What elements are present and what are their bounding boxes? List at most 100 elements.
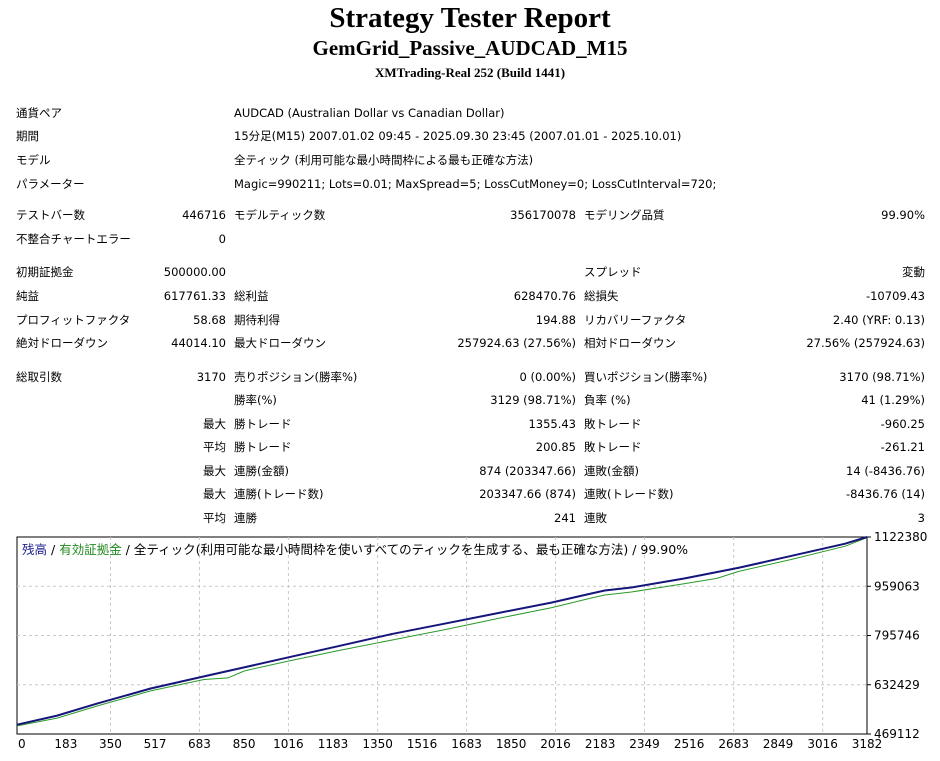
y-tick-label: 469112 (874, 727, 920, 741)
avg-cons-losses-label: 連敗 (584, 511, 607, 525)
x-tick-label: 2183 (585, 737, 616, 751)
deposit-value: 500000.00 (163, 265, 226, 279)
x-tick-label: 1850 (496, 737, 527, 751)
net-value: 617761.33 (163, 289, 226, 303)
cons-wins-count-value: 203347.66 (874) (479, 487, 576, 501)
report-build: XMTrading-Real 252 (Build 1441) (374, 65, 566, 80)
legend-balance: 残高 (22, 542, 48, 557)
x-tick-label: 3016 (807, 737, 838, 751)
deposit-label: 初期証拠金 (16, 265, 74, 279)
cons-losses-count-label: 連敗(トレード数) (584, 487, 674, 501)
quality-value: 99.90% (881, 208, 925, 222)
avg-win-value: 200.85 (535, 440, 576, 454)
x-tick-label: 2516 (674, 737, 705, 751)
abs-dd-label: 絶対ドローダウン (16, 336, 108, 350)
x-tick-label: 850 (233, 737, 256, 751)
x-tick-label: 3182 (852, 737, 883, 751)
short-value: 0 (0.00%) (519, 370, 576, 384)
cons-wins-count-label: 連勝(トレード数) (234, 487, 324, 501)
symbol-value: AUDCAD (Australian Dollar vs Canadian Do… (234, 106, 505, 120)
x-tick-label: 0 (18, 737, 26, 751)
model-label: モデル (16, 153, 51, 167)
short-label: 売りポジション(勝率%) (234, 370, 358, 384)
avg-cons-wins-label: 連勝 (234, 511, 257, 525)
legend-description: / 全ティック(利用可能な最小時間枠を使いすべてのティックを生成する、最も正確な… (121, 542, 689, 557)
chart-legend: 残高 / 有効証拠金 / 全ティック(利用可能な最小時間枠を使いすべてのティック… (22, 539, 688, 558)
symbol-label: 通貨ペア (16, 106, 62, 120)
y-tick-label: 1122380 (874, 532, 927, 544)
payoff-value: 194.88 (535, 313, 576, 327)
loss-value: 41 (1.29%) (861, 393, 925, 407)
average-label: 平均 (203, 440, 226, 454)
ticks-label: モデルティック数 (234, 208, 326, 222)
cons-wins-money-value: 874 (203347.66) (479, 464, 576, 478)
balance-line (16, 536, 868, 726)
largest-loss-label: 敗トレード (584, 417, 642, 431)
largest-label: 最大 (203, 417, 226, 431)
x-tick-label: 683 (188, 737, 211, 751)
gross-profit-label: 総利益 (234, 289, 269, 303)
report-title: Strategy Tester Report (329, 2, 611, 34)
recovery-label: リカバリーファクタ (584, 313, 687, 327)
largest-loss-value: -960.25 (880, 417, 925, 431)
avg-loss-label: 敗トレード (584, 440, 642, 454)
largest-win-label: 勝トレード (234, 417, 292, 431)
y-tick-label: 632429 (874, 678, 920, 692)
avg-win-label: 勝トレード (234, 440, 292, 454)
payoff-label: 期待利得 (234, 313, 280, 327)
x-tick-label: 1516 (407, 737, 438, 751)
period-label: 期間 (16, 129, 39, 143)
max-dd-label: 最大ドローダウン (234, 336, 326, 350)
cons-losses-money-value: 14 (-8436.76) (846, 464, 925, 478)
net-label: 純益 (16, 289, 39, 303)
win-value: 3129 (98.71%) (490, 393, 576, 407)
errors-label: 不整合チャートエラー (16, 232, 131, 246)
total-trades-label: 総取引数 (16, 370, 62, 384)
max-consecutive-count-label: 最大 (203, 487, 226, 501)
gross-loss-label: 総損失 (584, 289, 619, 303)
max-dd-value: 257924.63 (27.56%) (457, 336, 576, 350)
legend-equity: 有効証拠金 (59, 542, 122, 557)
x-tick-label: 2683 (718, 737, 749, 751)
long-value: 3170 (98.71%) (839, 370, 925, 384)
max-consecutive-label: 最大 (203, 464, 226, 478)
cons-losses-money-label: 連敗(金額) (584, 464, 639, 478)
largest-win-value: 1355.43 (528, 417, 576, 431)
period-value: 15分足(M15) 2007.01.02 09:45 - 2025.09.30 … (234, 129, 682, 143)
x-tick-label: 1350 (362, 737, 393, 751)
params-label: パラメーター (16, 177, 85, 191)
x-tick-label: 2349 (629, 737, 660, 751)
rel-dd-value: 27.56% (257924.63) (806, 336, 925, 350)
x-tick-label: 517 (144, 737, 167, 751)
spread-label: スプレッド (584, 265, 642, 279)
x-tick-label: 2016 (540, 737, 571, 751)
loss-label: 負率 (%) (584, 393, 631, 407)
cons-losses-count-value: -8436.76 (14) (846, 487, 925, 501)
avg-cons-losses-value: 3 (917, 511, 925, 525)
cons-wins-money-label: 連勝(金額) (234, 464, 289, 478)
y-tick-label: 959063 (874, 579, 920, 593)
total-trades-value: 3170 (196, 370, 226, 384)
params-value: Magic=990211; Lots=0.01; MaxSpread=5; Lo… (234, 177, 717, 191)
model-value: 全ティック (利用可能な最小時間枠による最も正確な方法) (234, 153, 534, 167)
x-tick-label: 1016 (273, 737, 304, 751)
balance-chart: 0 183 350 517 683 850 1016 1183 1350 1516 1683 1850… (0, 532, 940, 761)
pf-value: 58.68 (193, 313, 226, 327)
x-tick-label: 1683 (451, 737, 482, 751)
avg-cons-wins-value: 241 (554, 511, 576, 525)
abs-dd-value: 44014.10 (171, 336, 226, 350)
equity-line (16, 537, 868, 727)
bars-value: 446716 (182, 208, 226, 222)
recovery-value: 2.40 (YRF: 0.13) (832, 313, 925, 327)
avg-loss-value: -261.21 (880, 440, 925, 454)
pf-label: プロフィットファクタ (16, 313, 131, 327)
report-subtitle: GemGrid_Passive_AUDCAD_M15 (312, 36, 628, 60)
x-tick-label: 350 (99, 737, 122, 751)
x-tick-label: 183 (54, 737, 77, 751)
rel-dd-label: 相対ドローダウン (584, 336, 676, 350)
gross-loss-value: -10709.43 (865, 289, 925, 303)
ticks-value: 356170078 (510, 208, 576, 222)
errors-value: 0 (218, 232, 226, 246)
x-tick-label: 1183 (318, 737, 349, 751)
balance-chart-svg: 0 183 350 517 683 850 1016 1183 1350 1516 1683 1850… (16, 532, 927, 751)
